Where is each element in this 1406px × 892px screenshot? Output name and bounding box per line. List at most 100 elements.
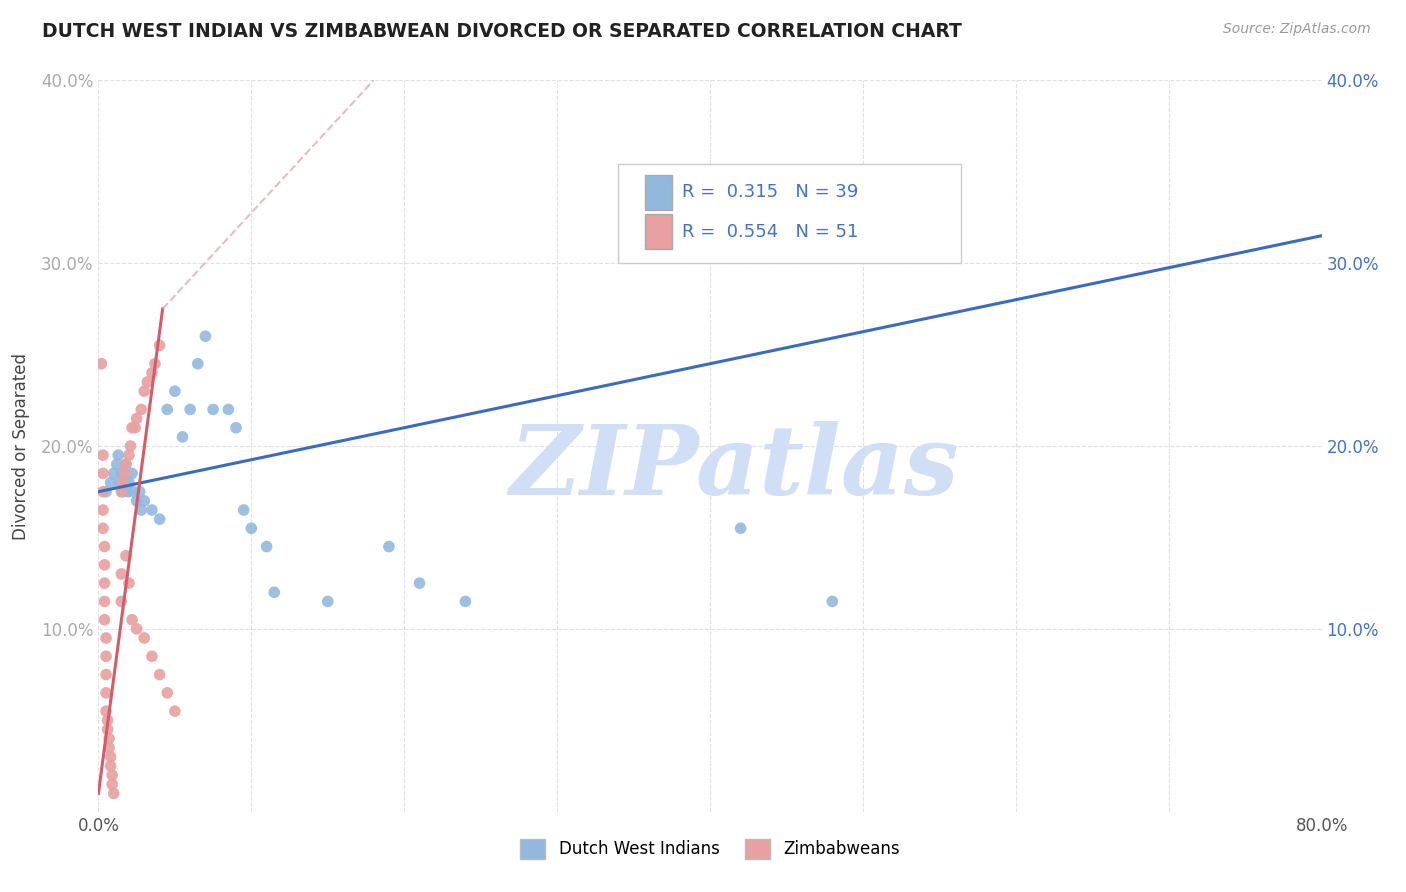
Point [100,749,122,764]
Point [93,576,115,591]
Point [93,540,115,554]
Text: R =  0.554   N = 51: R = 0.554 N = 51 [682,223,858,241]
Point [94,649,117,664]
Point [143,357,166,371]
Point [105,458,128,472]
Point [172,430,194,444]
Text: DUTCH WEST INDIAN VS ZIMBABWEAN DIVORCED OR SEPARATED CORRELATION CHART: DUTCH WEST INDIAN VS ZIMBABWEAN DIVORCED… [42,22,962,41]
Point [125,622,148,636]
Legend: Dutch West Indians, Zimbabweans: Dutch West Indians, Zimbabweans [513,832,907,865]
Point [107,448,129,462]
Point [263,585,285,599]
Text: ZIPatlas: ZIPatlas [510,421,959,515]
Point [202,402,225,417]
Point [110,484,132,499]
Point [454,594,477,608]
Point [100,759,122,773]
Point [112,475,135,490]
Point [124,421,146,435]
Text: Source: ZipAtlas.com: Source: ZipAtlas.com [1223,22,1371,37]
Point [93,613,115,627]
Point [316,594,339,608]
Point [194,329,217,343]
Point [134,631,156,645]
Point [730,521,752,535]
Point [91,448,114,462]
Point [94,484,117,499]
Point [115,458,138,472]
Point [115,458,138,472]
Point [94,704,117,718]
Point [98,731,121,746]
Point [112,467,135,481]
Point [101,777,124,791]
Point [256,540,278,554]
Point [232,503,254,517]
Point [90,357,112,371]
Point [91,521,114,535]
Point [408,576,430,591]
FancyBboxPatch shape [645,214,672,249]
Point [94,631,117,645]
Point [134,493,156,508]
Point [141,503,163,517]
Y-axis label: Divorced or Separated: Divorced or Separated [11,352,30,540]
Point [118,448,141,462]
Point [378,540,401,554]
Point [179,402,201,417]
Point [149,512,172,526]
Point [103,787,125,801]
Point [93,558,115,572]
Point [156,686,179,700]
Point [118,475,141,490]
Point [136,375,159,389]
Point [121,421,143,435]
Point [91,503,114,517]
Point [187,357,209,371]
Text: R =  0.315   N = 39: R = 0.315 N = 39 [682,183,858,202]
Point [93,594,115,608]
Point [97,714,120,728]
Point [101,768,124,782]
Point [122,484,145,499]
Point [94,686,117,700]
Point [121,467,143,481]
Point [117,484,139,499]
Point [129,503,152,517]
Point [118,576,141,591]
Point [110,594,132,608]
Point [111,484,134,499]
Point [163,384,186,399]
FancyBboxPatch shape [645,175,672,210]
Point [111,475,134,490]
Point [129,402,152,417]
Point [240,521,263,535]
Point [91,467,114,481]
Point [217,402,239,417]
Point [225,421,247,435]
FancyBboxPatch shape [619,164,960,263]
Point [91,484,114,499]
Point [141,649,163,664]
Point [121,613,143,627]
Point [821,594,844,608]
Point [125,411,148,425]
Point [134,384,156,399]
Point [100,475,122,490]
Point [103,467,125,481]
Point [98,740,121,755]
Point [149,338,172,352]
Point [115,549,138,563]
Point [163,704,186,718]
Point [108,475,131,490]
Point [125,493,148,508]
Point [97,723,120,737]
Point [110,467,132,481]
Point [110,567,132,582]
Point [94,667,117,681]
Point [128,484,150,499]
Point [149,667,172,681]
Point [120,439,142,453]
Point [141,366,163,380]
Point [156,402,179,417]
